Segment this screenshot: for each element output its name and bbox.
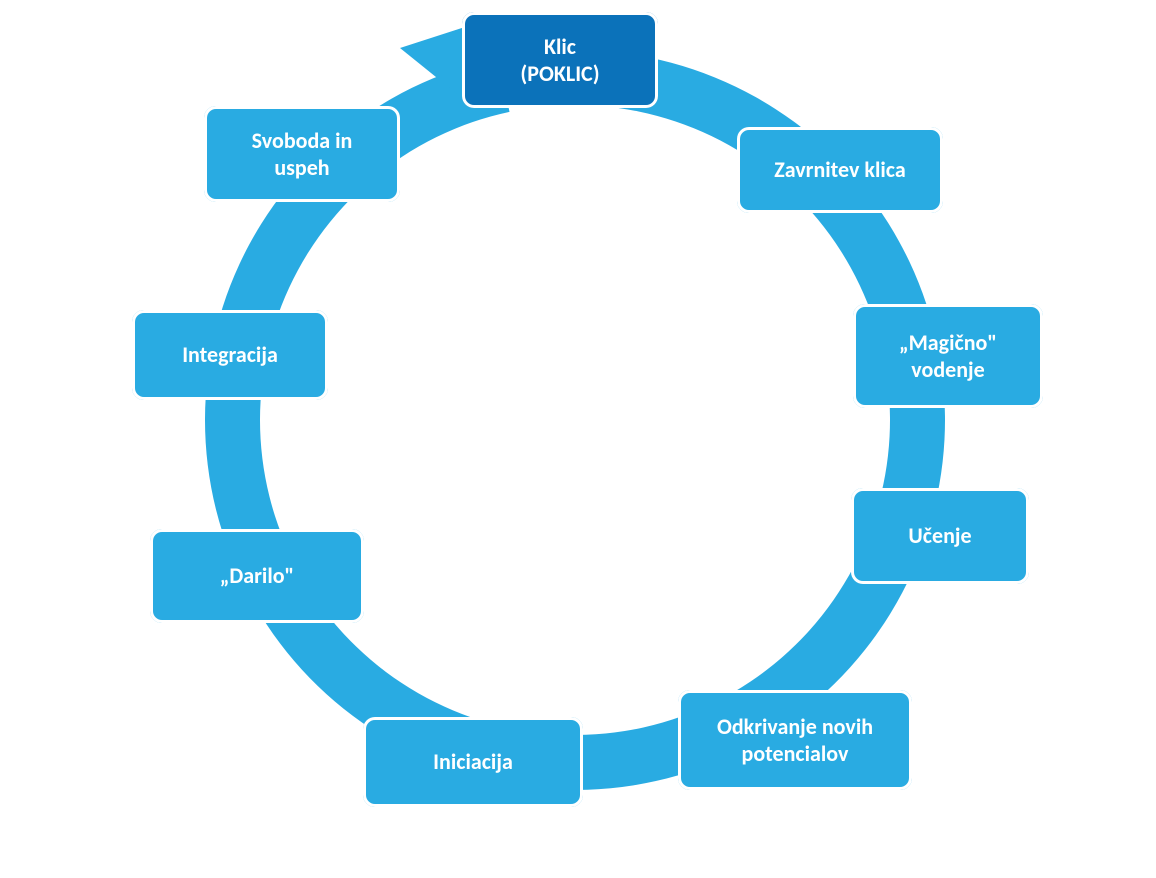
cycle-node-odkrivanje: Odkrivanje novih potencialov bbox=[678, 690, 912, 790]
cycle-node-svoboda: Svoboda in uspeh bbox=[204, 106, 400, 202]
cycle-node-label: Svoboda in uspeh bbox=[252, 127, 353, 182]
cycle-node-ucenje: Učenje bbox=[851, 488, 1029, 584]
cycle-node-klic: Klic (POKLIC) bbox=[462, 12, 658, 108]
cycle-node-zavrnitev: Zavrnitev klica bbox=[737, 127, 943, 213]
cycle-node-darilo: „Darilo" bbox=[150, 529, 364, 623]
cycle-node-magicno: „Magično" vodenje bbox=[853, 304, 1043, 408]
cycle-node-label: Iniciacija bbox=[433, 748, 513, 776]
cycle-node-label: Odkrivanje novih potencialov bbox=[717, 713, 873, 768]
cycle-node-label: „Darilo" bbox=[220, 562, 294, 590]
cycle-node-integracija: Integracija bbox=[132, 310, 328, 400]
cycle-node-label: Učenje bbox=[908, 522, 971, 550]
cycle-node-label: „Magično" vodenje bbox=[899, 329, 997, 384]
cycle-node-label: Zavrnitev klica bbox=[774, 156, 905, 184]
cycle-node-label: Integracija bbox=[182, 341, 278, 369]
cycle-diagram: Klic (POKLIC) Zavrnitev klica „Magično" vo… bbox=[0, 0, 1156, 878]
cycle-node-iniciacija: Iniciacija bbox=[363, 717, 583, 807]
cycle-node-label: Klic (POKLIC) bbox=[520, 33, 599, 88]
